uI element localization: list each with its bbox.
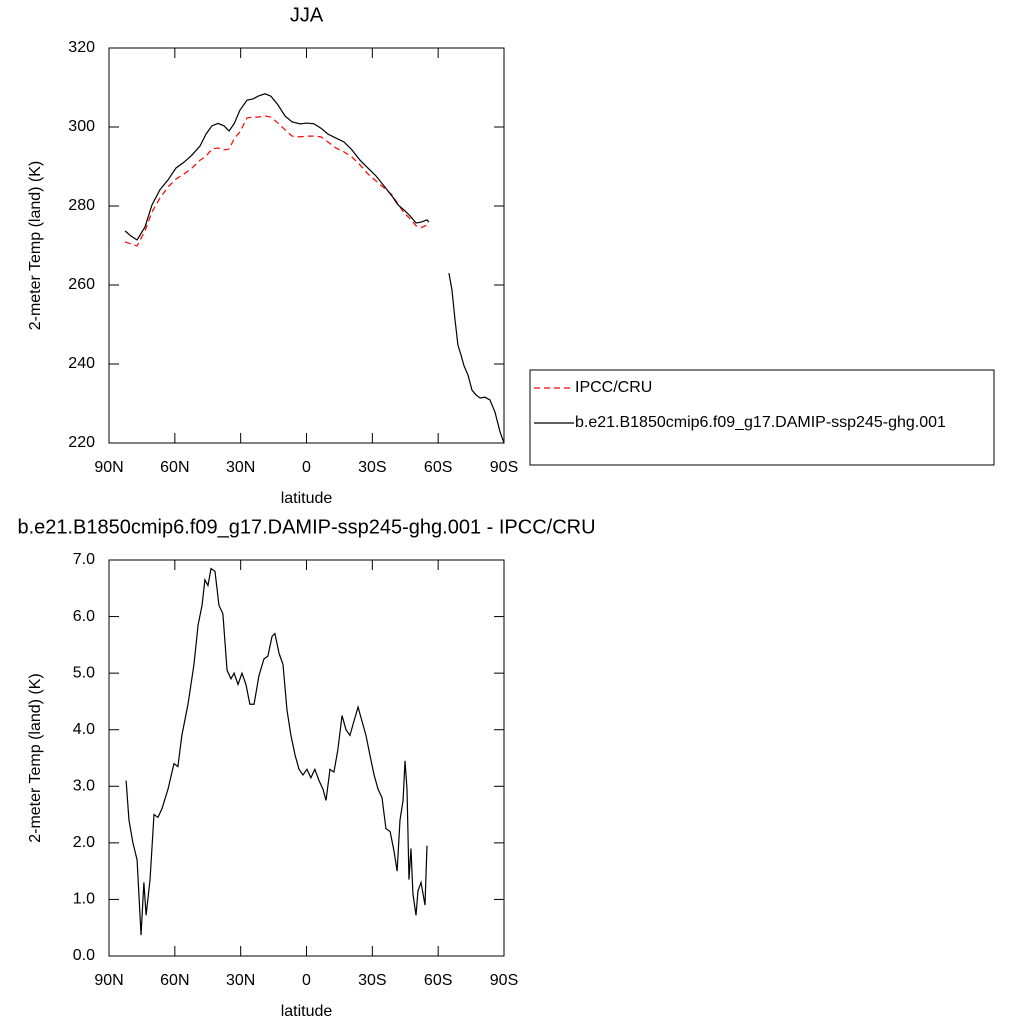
plot-frame <box>108 47 505 444</box>
y-tick-label: 1.0 <box>73 891 95 908</box>
x-tick-label: 30S <box>358 459 386 476</box>
x-axis-label: latitude <box>281 1003 333 1020</box>
y-tick-label: 3.0 <box>73 778 95 795</box>
y-tick-label: 4.0 <box>73 721 95 738</box>
y-tick-label: 5.0 <box>73 664 95 681</box>
y-tick-label: 280 <box>68 197 95 214</box>
x-axis-label: latitude <box>281 490 333 507</box>
x-tick-label: 60S <box>424 459 452 476</box>
data-line <box>124 115 430 247</box>
x-tick-label: 0 <box>302 459 311 476</box>
x-tick-label: 0 <box>302 972 311 989</box>
x-tick-label: 30N <box>226 459 255 476</box>
plot-frame <box>108 559 505 957</box>
x-tick-label: 90N <box>94 972 123 989</box>
data-line <box>124 93 505 444</box>
data-line <box>125 567 428 936</box>
y-tick-label: 2.0 <box>73 834 95 851</box>
x-tick-label: 60N <box>160 459 189 476</box>
y-tick-label: 6.0 <box>73 608 95 625</box>
x-tick-label: 30S <box>358 972 386 989</box>
y-axis-label: 2-meter Temp (land) (K) <box>27 673 44 843</box>
y-tick-label: 220 <box>68 434 95 451</box>
legend-label: IPCC/CRU <box>575 379 652 396</box>
x-tick-label: 60S <box>424 972 452 989</box>
y-tick-label: 300 <box>68 118 95 135</box>
x-tick-label: 60N <box>160 972 189 989</box>
x-tick-label: 90S <box>490 972 518 989</box>
y-tick-label: 7.0 <box>73 551 95 568</box>
y-axis-label: 2-meter Temp (land) (K) <box>27 161 44 331</box>
legend-label: b.e21.B1850cmip6.f09_g17.DAMIP-ssp245-gh… <box>575 414 946 431</box>
x-tick-label: 90S <box>490 459 518 476</box>
x-tick-label: 90N <box>94 459 123 476</box>
y-tick-label: 260 <box>68 276 95 293</box>
legend-box <box>529 369 995 466</box>
x-tick-label: 30N <box>226 972 255 989</box>
y-tick-label: 240 <box>68 355 95 372</box>
y-tick-label: 320 <box>68 39 95 56</box>
chart-title: b.e21.B1850cmip6.f09_g17.DAMIP-ssp245-gh… <box>17 516 595 538</box>
y-tick-label: 0.0 <box>73 947 95 964</box>
chart-title: JJA <box>290 4 324 26</box>
